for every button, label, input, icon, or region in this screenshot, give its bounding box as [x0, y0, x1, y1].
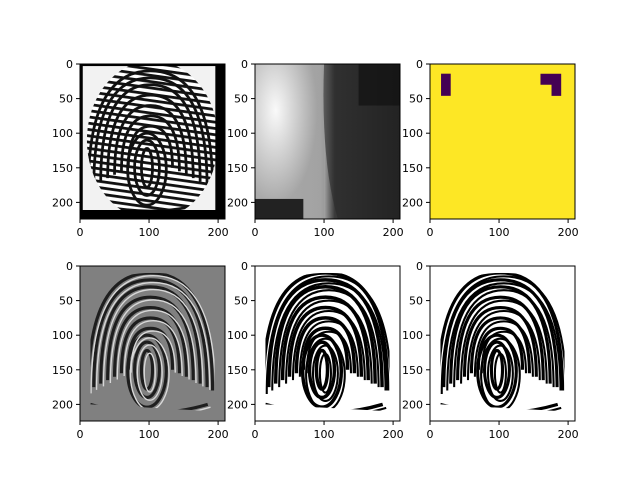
y-tick-label: 150: [52, 162, 73, 175]
x-tick-label: 0: [427, 226, 434, 239]
y-tick-label: 200: [52, 398, 73, 411]
y-tick-label: 0: [416, 260, 423, 273]
y-tick-label: 100: [52, 329, 73, 342]
y-tick-label: 100: [402, 329, 423, 342]
fingerprint-original-image: [80, 64, 226, 219]
binarized-image: [255, 266, 401, 421]
y-tick-label: 0: [241, 58, 248, 71]
axes-frame: [429, 63, 576, 220]
x-tick-label: 0: [427, 428, 434, 441]
x-tick-label: 100: [314, 226, 335, 239]
y-tick-label: 0: [66, 260, 73, 273]
x-tick-label: 0: [77, 226, 84, 239]
panel-gabor-filtered: 0 100 200 0 50 100 150 200: [52, 260, 229, 441]
x-tick-label: 200: [208, 428, 229, 441]
panel-fingerprint-original: 0 100 200 0 50 100 150 200: [52, 58, 229, 239]
y-tick-label: 50: [409, 295, 423, 308]
y-tick-label: 0: [416, 58, 423, 71]
y-tick-label: 200: [227, 196, 248, 209]
x-tick-label: 0: [252, 428, 259, 441]
y-tick-label: 0: [241, 260, 248, 273]
axes-frame: [254, 63, 401, 220]
orientation-field-image: [255, 64, 401, 219]
x-tick-label: 100: [489, 226, 510, 239]
y-tick-label: 150: [402, 364, 423, 377]
y-tick-label: 200: [227, 398, 248, 411]
x-tick-label: 200: [383, 226, 404, 239]
x-tick-label: 200: [558, 428, 579, 441]
y-tick-label: 0: [66, 58, 73, 71]
y-tick-label: 100: [227, 127, 248, 140]
x-tick-label: 100: [139, 428, 160, 441]
panel-mask: 0 100 200 0 50 100 150 200: [402, 58, 579, 239]
x-tick-label: 100: [489, 428, 510, 441]
panel-binarized: 0 100 200 0 50 100 150 200: [227, 260, 404, 441]
y-tick-label: 50: [234, 93, 248, 106]
y-tick-label: 150: [52, 364, 73, 377]
y-tick-label: 50: [59, 93, 73, 106]
y-tick-label: 200: [402, 398, 423, 411]
x-tick-label: 200: [558, 226, 579, 239]
y-tick-label: 150: [227, 364, 248, 377]
y-tick-label: 200: [402, 196, 423, 209]
y-tick-label: 50: [234, 295, 248, 308]
panel-orientation-field: 0 100 200 0 50 100 150 200: [227, 58, 404, 239]
x-tick-label: 100: [139, 226, 160, 239]
x-tick-label: 0: [252, 226, 259, 239]
y-tick-label: 100: [227, 329, 248, 342]
gabor-filtered-image: [80, 266, 226, 421]
x-tick-label: 200: [208, 226, 229, 239]
y-tick-label: 50: [409, 93, 423, 106]
y-tick-label: 150: [227, 162, 248, 175]
axes-frame: [254, 265, 401, 422]
panel-cleaned: 0 100 200 0 50 100 150 200: [402, 260, 579, 441]
axes-frame: [79, 265, 226, 422]
y-tick-label: 150: [402, 162, 423, 175]
x-tick-label: 100: [314, 428, 335, 441]
mask-image: [430, 64, 575, 219]
y-tick-label: 50: [59, 295, 73, 308]
y-tick-label: 200: [52, 196, 73, 209]
x-tick-label: 0: [77, 428, 84, 441]
y-tick-label: 100: [52, 127, 73, 140]
axes-frame: [429, 265, 576, 422]
x-tick-label: 200: [383, 428, 404, 441]
axes-frame: [79, 63, 226, 220]
y-tick-label: 100: [402, 127, 423, 140]
cleaned-image: [430, 266, 575, 421]
